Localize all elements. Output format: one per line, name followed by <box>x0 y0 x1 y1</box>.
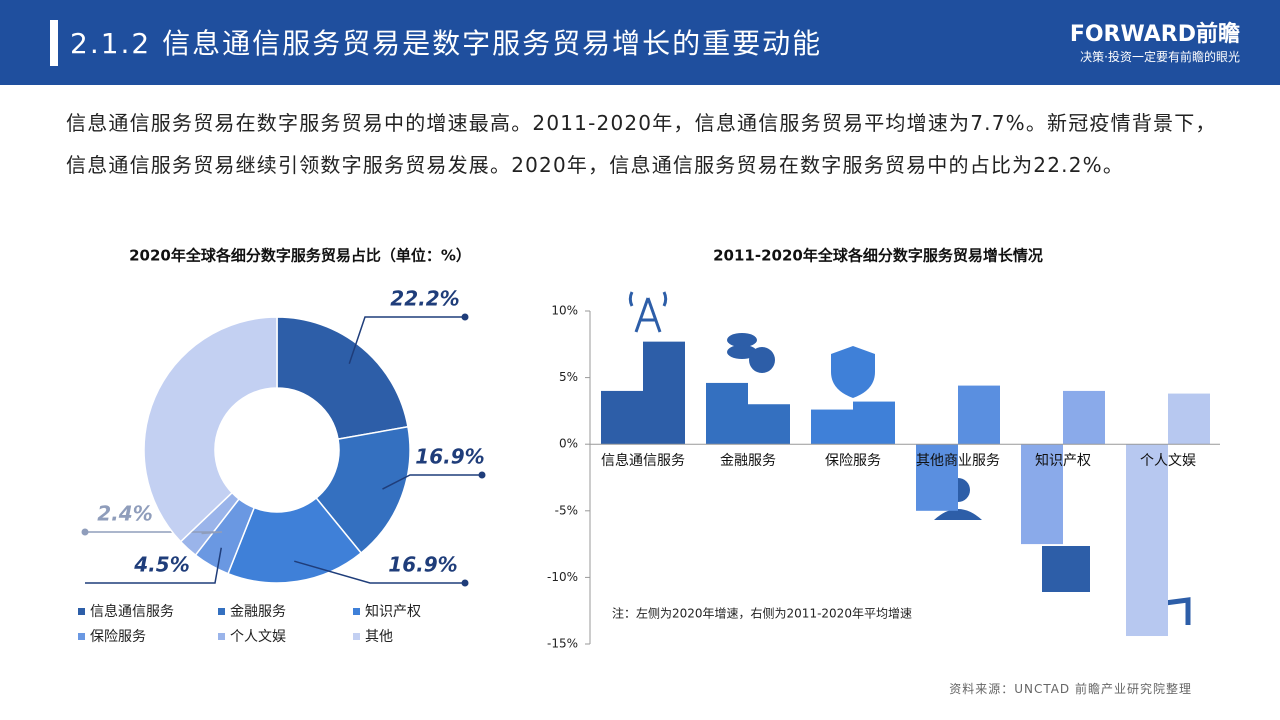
tagline: 决策·投资一定要有前瞻的眼光 <box>1080 50 1240 64</box>
legend-label: 金融服务 <box>230 604 286 620</box>
icon-book <box>1042 546 1090 592</box>
bar <box>1021 444 1063 545</box>
leader-line <box>382 474 482 490</box>
chart-title: 2011-2020年全球各细分数字服务贸易增长情况 <box>713 247 1043 265</box>
leader-dot <box>461 579 469 587</box>
chart-title: 2020年全球各细分数字服务贸易占比（单位：%） <box>129 247 471 265</box>
leader-dot <box>461 313 469 321</box>
y-tick-label: -15% <box>547 637 578 651</box>
data-label: 16.9% <box>415 445 484 469</box>
icon-coins <box>727 333 775 373</box>
data-label: 22.2% <box>390 287 459 311</box>
legend-label: 保险服务 <box>90 629 146 645</box>
leader-dot <box>478 471 486 479</box>
bar <box>1168 393 1210 445</box>
bar <box>748 404 790 445</box>
data-label: 16.9% <box>388 553 457 577</box>
header-accent <box>50 20 58 66</box>
legend-swatch <box>78 633 85 640</box>
bar <box>853 401 895 445</box>
data-label: 2.4% <box>97 502 152 526</box>
source: 资料来源：UNCTAD 前瞻产业研究院整理 <box>949 682 1192 696</box>
leader-line <box>85 531 223 535</box>
bar <box>916 444 958 511</box>
legend-swatch <box>353 608 360 615</box>
y-tick-label: -10% <box>547 570 578 584</box>
x-tick-label: 金融服务 <box>720 453 776 469</box>
bar <box>958 385 1000 445</box>
legend-label: 知识产权 <box>365 603 421 620</box>
x-tick-label: 知识产权 <box>1035 452 1091 469</box>
x-tick-label: 个人文娱 <box>1140 453 1196 469</box>
logo: FORWARD前瞻 <box>1069 22 1240 47</box>
leader-line <box>348 316 465 365</box>
header-band <box>0 0 1280 85</box>
donut-slice <box>143 316 278 543</box>
legend-label: 信息通信服务 <box>90 603 174 620</box>
paragraph: 信息通信服务贸易在数字服务贸易中的增速最高。2011-2020年，信息通信服务贸… <box>66 111 1217 177</box>
y-tick-label: -5% <box>555 503 578 517</box>
legend-swatch <box>353 633 360 640</box>
leader-line <box>294 560 465 584</box>
bar <box>1126 444 1168 637</box>
icon-shield <box>831 346 875 398</box>
slide-title: 2.1.2 信息通信服务贸易是数字服务贸易增长的重要动能 <box>70 27 823 60</box>
data-label: 4.5% <box>133 553 189 577</box>
leader-dot <box>81 528 89 536</box>
bar <box>811 409 853 445</box>
legend-swatch <box>78 608 85 615</box>
chart-note: 注：左侧为2020年增速，右侧为2011-2020年平均增速 <box>612 606 912 621</box>
legend-swatch <box>218 608 225 615</box>
bar <box>706 382 748 445</box>
icon-tower <box>628 291 668 333</box>
y-tick-label: 5% <box>559 370 578 384</box>
x-tick-label: 信息通信服务 <box>601 452 685 469</box>
legend-swatch <box>218 633 225 640</box>
leader-line <box>85 547 222 584</box>
bar <box>1063 390 1105 445</box>
legend-label: 其他 <box>365 629 393 645</box>
bar <box>643 341 685 445</box>
x-tick-label: 其他商业服务 <box>916 453 1000 469</box>
y-tick-label: 10% <box>551 304 578 318</box>
x-tick-label: 保险服务 <box>825 453 881 469</box>
bar <box>601 390 643 445</box>
donut-slice <box>276 316 409 441</box>
y-tick-label: 0% <box>559 437 578 451</box>
legend-label: 个人文娱 <box>230 629 286 645</box>
